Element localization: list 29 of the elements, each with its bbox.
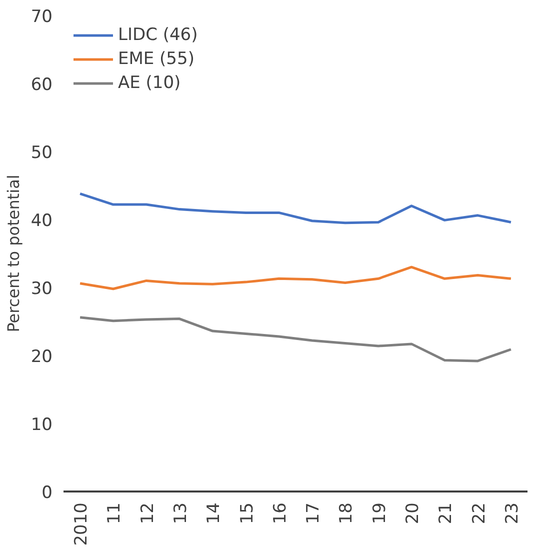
y-tick-label: 10 — [30, 415, 53, 435]
x-tick-label: 13 — [171, 502, 191, 524]
x-tick-label: 11 — [104, 502, 125, 524]
y-tick-label: 20 — [30, 347, 53, 367]
y-tick-label: 0 — [42, 483, 53, 503]
y-tick-label: 60 — [30, 75, 53, 95]
x-tick-label: 14 — [204, 502, 224, 524]
x-tick-label: 2010 — [72, 502, 92, 546]
legend-label: EME (55) — [118, 49, 194, 69]
y-tick-label: 40 — [30, 211, 53, 231]
x-tick-label: 22 — [469, 502, 490, 524]
y-tick-label: 50 — [30, 143, 53, 163]
line-series — [78, 316, 512, 362]
y-tick-label: 30 — [30, 279, 53, 299]
legend-label: AE (10) — [118, 73, 181, 93]
line-series — [78, 266, 512, 290]
x-tick-label: 19 — [370, 502, 390, 524]
x-tick-label: 17 — [304, 502, 324, 524]
y-tick-label: 70 — [30, 7, 53, 27]
legend-label: LIDC (46) — [118, 25, 198, 45]
y-axis-title: Percent to potential — [4, 174, 23, 332]
x-tick-label: 15 — [237, 502, 258, 524]
x-tick-label: 18 — [336, 502, 357, 524]
x-tick-label: 20 — [403, 502, 423, 524]
x-tick-label: 12 — [138, 502, 158, 524]
x-tick-label: 23 — [502, 502, 522, 524]
x-tick-label: 16 — [270, 502, 290, 524]
x-tick-label: 21 — [436, 502, 456, 524]
line-series — [78, 192, 512, 224]
